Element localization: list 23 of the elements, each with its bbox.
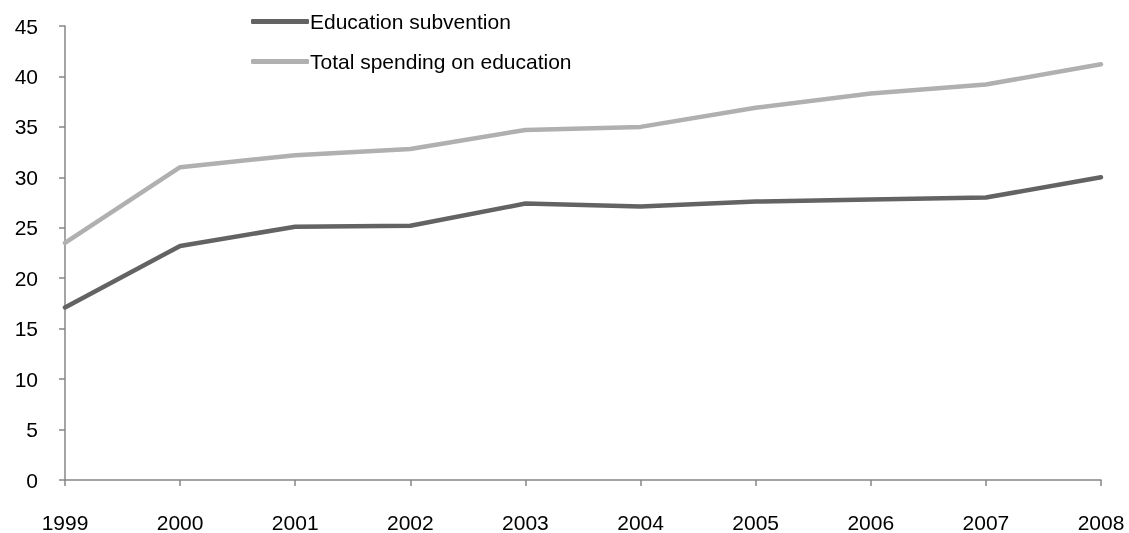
x-tick-label: 2001 xyxy=(271,511,319,533)
y-tick-label: 35 xyxy=(14,115,38,139)
y-tick-label: 5 xyxy=(26,418,38,442)
y-tick-label: 20 xyxy=(14,266,38,290)
x-tick-label: 2005 xyxy=(732,511,780,533)
y-tick-label: 25 xyxy=(14,216,38,240)
legend-label: Education subvention xyxy=(310,10,511,33)
x-tick-label: 2008 xyxy=(1077,511,1125,533)
x-tick-label: 2003 xyxy=(502,511,549,533)
y-tick-label: 45 xyxy=(14,14,38,38)
line-series xyxy=(62,175,1104,310)
x-tick-label: 1999 xyxy=(41,511,89,533)
x-tick-label: 2007 xyxy=(962,511,1010,533)
y-tick-label: 10 xyxy=(14,367,38,391)
x-tick-label: 2000 xyxy=(156,511,204,533)
x-tick-label: 2006 xyxy=(847,511,895,533)
x-tick-label: 2002 xyxy=(386,511,434,533)
y-tick-label: 0 xyxy=(26,468,38,492)
x-tick-label: 2004 xyxy=(617,511,665,533)
legend-label: Total spending on education xyxy=(310,50,572,73)
y-tick-label: 30 xyxy=(14,165,38,189)
y-tick-label: 15 xyxy=(14,317,38,341)
y-tick-label: 40 xyxy=(14,64,38,88)
